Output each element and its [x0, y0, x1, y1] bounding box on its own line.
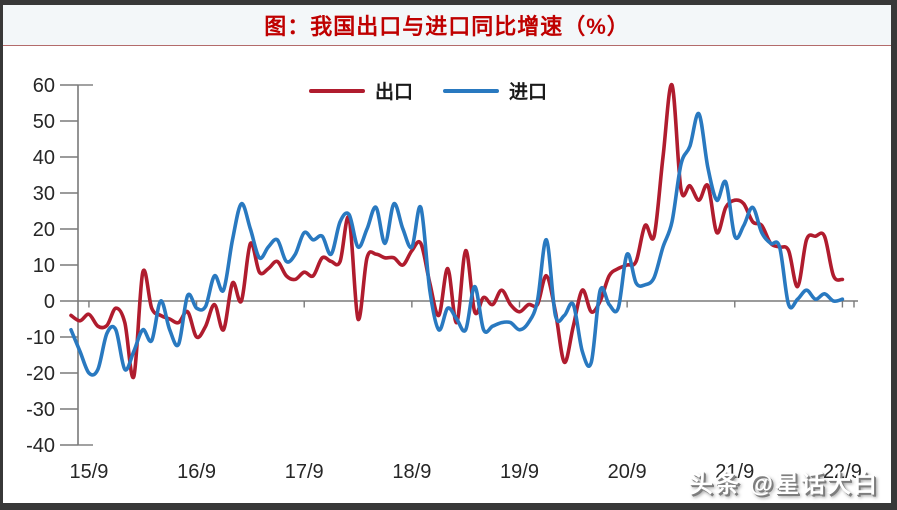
- chart-area: 60 50 40 30 20 10 0 -10 -20 -30 -40 15/9 16/9 17/9 18/…: [3, 46, 891, 501]
- title-bar: 图：我国出口与进口同比增速（%）: [3, 5, 891, 46]
- x-axis-label: 18/9: [392, 461, 431, 483]
- page-title: 图：我国出口与进口同比增速（%）: [264, 14, 630, 39]
- chart-legend: 出口 进口: [309, 77, 547, 104]
- y-axis-label: -30: [26, 399, 55, 421]
- chart-svg: 60 50 40 30 20 10 0 -10 -20 -30 -40 15/9 16/9 17/9 18/…: [26, 75, 862, 483]
- y-axis-label: 50: [33, 111, 55, 133]
- x-axis-label: 16/9: [177, 461, 216, 483]
- x-axis-label: 20/9: [608, 461, 647, 483]
- y-axis-label: -40: [26, 435, 55, 457]
- y-axis-label: -20: [26, 363, 55, 385]
- legend-label-export: 出口: [375, 82, 414, 103]
- y-axis-label: 20: [33, 219, 55, 241]
- export-series-line: [69, 83, 845, 380]
- export-line-swatch: [309, 88, 365, 93]
- watermark: 头条 @星话大白: [688, 471, 879, 498]
- x-axis-label: 19/9: [500, 461, 539, 483]
- x-axis-label: 15/9: [69, 461, 108, 483]
- y-axis-label: 0: [44, 291, 55, 313]
- y-axis-label: 60: [33, 75, 55, 97]
- import-series-line: [69, 111, 845, 377]
- y-axis-label: 10: [33, 255, 55, 277]
- legend-label-import: 进口: [509, 82, 548, 103]
- y-axis-label: -10: [26, 327, 55, 349]
- legend-item-export: 出口: [309, 77, 413, 104]
- x-axis-label: 17/9: [285, 461, 324, 483]
- y-axis-label: 40: [33, 147, 55, 169]
- legend-item-import: 进口: [443, 77, 547, 104]
- x-axis-label: 22/9: [823, 461, 862, 483]
- x-axis-label: 21/9: [715, 461, 754, 483]
- y-axis-label: 30: [33, 183, 55, 205]
- import-line-swatch: [443, 88, 500, 93]
